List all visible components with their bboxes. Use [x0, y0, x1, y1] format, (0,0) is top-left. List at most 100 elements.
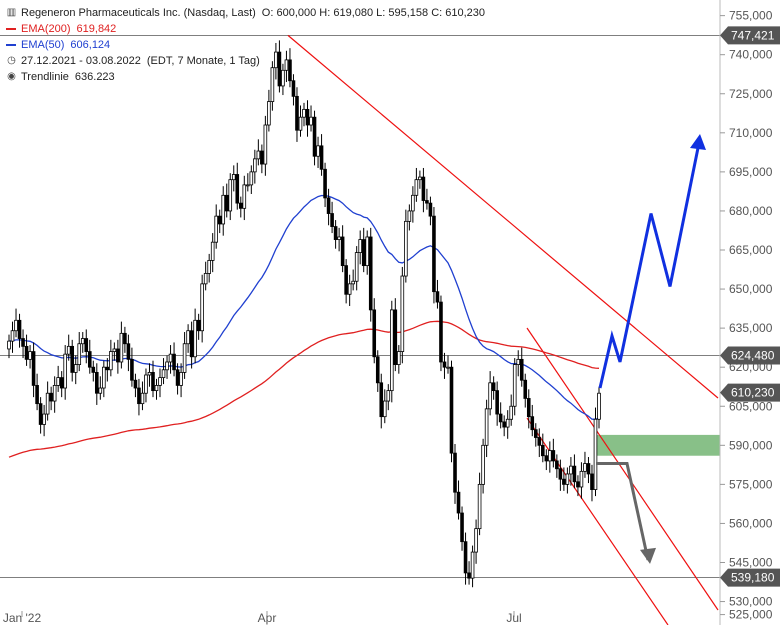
- y-tick-label: 545,000: [729, 556, 773, 570]
- support-zone: [596, 434, 720, 456]
- candle-body: [130, 358, 134, 381]
- candle-body: [270, 67, 275, 102]
- bullish-arrow-head-icon: [690, 134, 706, 151]
- candle-body: [165, 361, 169, 371]
- candle-body: [512, 364, 517, 407]
- candle-body: [495, 390, 499, 415]
- candle-body: [144, 374, 148, 394]
- candle-body: [249, 171, 254, 186]
- candle-body: [347, 283, 352, 295]
- ema50-value: 606,124: [70, 39, 111, 51]
- candle-body: [189, 330, 194, 358]
- candle-body: [238, 202, 243, 209]
- candle-body: [425, 200, 429, 204]
- candle-body: [351, 280, 355, 285]
- candle-body: [558, 468, 563, 480]
- candle-body: [291, 80, 296, 97]
- candle-body: [231, 174, 236, 181]
- chart-legend: ▥ Regeneron Pharmaceuticals Inc. (Nasdaq…: [6, 5, 485, 85]
- candle-body: [140, 392, 145, 405]
- candle-body: [154, 385, 159, 392]
- y-tick-label: 755,000: [729, 9, 773, 23]
- candle-body: [323, 168, 327, 199]
- ema200-line: [8, 320, 600, 458]
- candle-body: [224, 194, 229, 212]
- bearish-projection-line: [596, 462, 650, 561]
- candle-body: [24, 345, 29, 360]
- candle-body: [551, 450, 556, 462]
- candle-body: [228, 179, 233, 212]
- candle-body: [446, 366, 450, 369]
- candle-body: [400, 275, 405, 352]
- candle-body: [597, 392, 601, 420]
- candle-body: [530, 416, 535, 431]
- candle-body: [109, 351, 113, 371]
- candle-body: [572, 465, 577, 483]
- candle-body: [214, 215, 219, 243]
- candle-body: [397, 351, 401, 365]
- y-tick-label: 680,000: [729, 204, 773, 218]
- candle-body: [137, 387, 141, 405]
- ohlc-values: O: 600,000 H: 619,080 L: 595,158 C: 610,…: [261, 7, 486, 19]
- candle-body: [179, 371, 183, 386]
- candle-body: [260, 150, 264, 165]
- y-tick-label: 725,000: [729, 87, 773, 101]
- candle-body: [576, 481, 580, 488]
- candle-body: [288, 59, 292, 82]
- y-tick-label: 590,000: [729, 438, 773, 452]
- candle-body: [84, 338, 89, 352]
- candle-body: [453, 452, 457, 493]
- candle-body: [484, 408, 489, 446]
- candle-body: [456, 491, 461, 514]
- candle-body: [502, 421, 506, 428]
- candle-body: [555, 460, 559, 470]
- ema200-value: 619,842: [76, 23, 117, 35]
- candle-body: [393, 309, 398, 365]
- candle-body: [246, 184, 250, 187]
- clock-icon: ◷: [7, 55, 16, 66]
- candle-body: [35, 385, 39, 405]
- candle-body: [295, 95, 299, 131]
- candle-body: [354, 252, 359, 282]
- candle-body: [168, 353, 173, 363]
- candle-body: [312, 116, 317, 157]
- candle-body: [548, 450, 552, 462]
- candle-body: [404, 220, 408, 277]
- candle-body: [361, 239, 366, 267]
- candle-body: [302, 108, 306, 118]
- ema50-label: EMA(50): [21, 39, 65, 51]
- candle-body: [126, 343, 131, 360]
- candle-body: [579, 470, 584, 488]
- candle-body: [242, 184, 247, 209]
- candle-body: [519, 358, 524, 381]
- candle-body: [253, 158, 257, 173]
- candle-body: [467, 572, 471, 579]
- y-tick-label: 665,000: [729, 243, 773, 257]
- target-icon: ◉: [7, 71, 16, 82]
- candle-body: [172, 353, 176, 371]
- bullish-projection-line: [598, 137, 702, 389]
- y-tick-label: 695,000: [729, 165, 773, 179]
- candle-body: [52, 385, 57, 402]
- candle-body: [516, 358, 521, 365]
- candle-body: [439, 301, 443, 363]
- candle-body: [421, 176, 426, 201]
- candle-body: [411, 194, 415, 212]
- price-badge: [720, 26, 780, 45]
- candle-body: [533, 429, 538, 438]
- legend-range-row: ◷ 27.12.2021 - 03.08.2022 (EDT, 7 Monate…: [6, 53, 485, 69]
- x-tick-label: Jan '22: [3, 611, 42, 625]
- candle-body: [326, 197, 331, 214]
- candle-body: [28, 351, 32, 360]
- y-tick-label: 710,000: [729, 126, 773, 140]
- candle-body: [375, 356, 380, 384]
- candle-body: [544, 455, 549, 462]
- candle-body: [449, 366, 454, 454]
- candle-body: [277, 51, 282, 87]
- candle-body: [217, 215, 222, 225]
- candle-body: [175, 369, 180, 386]
- candle-body: [7, 340, 11, 350]
- candle-body: [151, 371, 155, 392]
- candle-body: [80, 338, 85, 345]
- ema200-swatch-icon: [6, 28, 16, 30]
